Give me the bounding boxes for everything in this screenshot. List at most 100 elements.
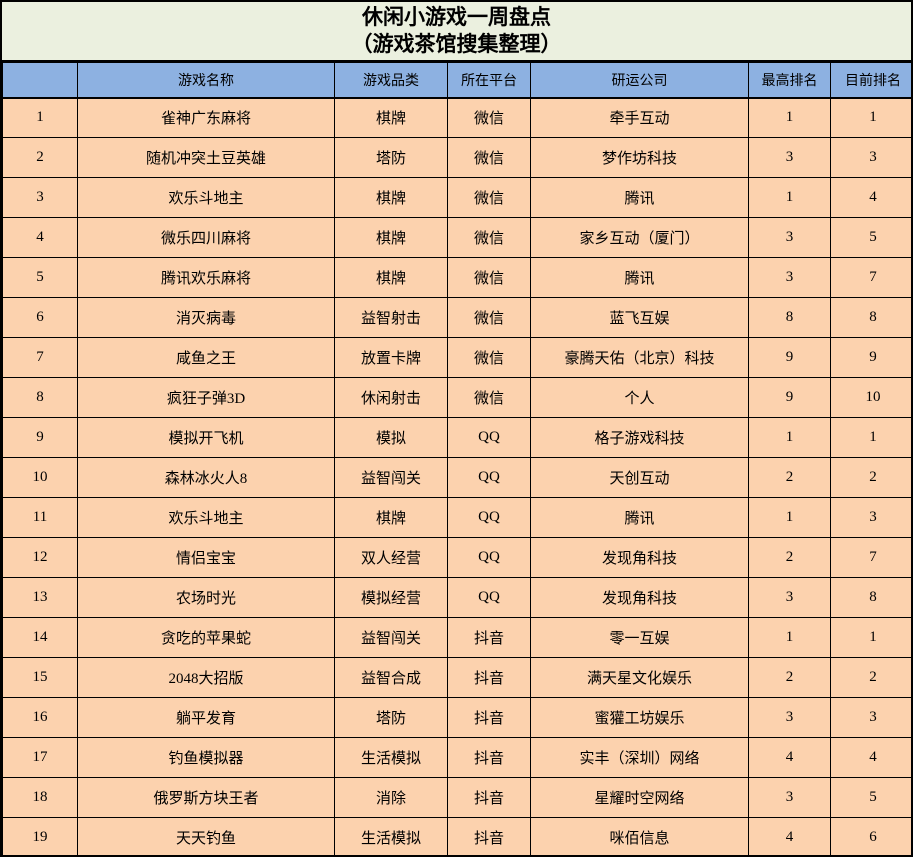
cell-row-number: 3 (2, 177, 78, 218)
cell-game-category: 生活模拟 (334, 817, 448, 855)
cell-best-rank: 2 (748, 457, 831, 498)
cell-game-category: 塔防 (334, 137, 448, 178)
cell-platform: 微信 (447, 97, 531, 138)
table-row: 2 随机冲突土豆英雄 塔防 微信 梦作坊科技 3 3 (2, 137, 911, 178)
cell-game-name: 俄罗斯方块王者 (77, 777, 335, 818)
sheet-title-line1: 休闲小游戏一周盘点 (362, 5, 551, 29)
cell-row-number: 1 (2, 97, 78, 138)
cell-platform: 抖音 (447, 737, 531, 778)
cell-best-rank: 2 (748, 537, 831, 578)
cell-row-number: 18 (2, 777, 78, 818)
cell-company: 梦作坊科技 (530, 137, 749, 178)
cell-platform: QQ (447, 497, 531, 538)
cell-best-rank: 3 (748, 137, 831, 178)
table-row: 5 腾讯欢乐麻将 棋牌 微信 腾讯 3 7 (2, 257, 911, 298)
cell-best-rank: 1 (748, 177, 831, 218)
cell-row-number: 2 (2, 137, 78, 178)
cell-row-number: 13 (2, 577, 78, 618)
cell-row-number: 16 (2, 697, 78, 738)
cell-game-name: 情侣宝宝 (77, 537, 335, 578)
cell-row-number: 14 (2, 617, 78, 658)
cell-row-number: 17 (2, 737, 78, 778)
cell-game-category: 模拟经营 (334, 577, 448, 618)
cell-best-rank: 1 (748, 417, 831, 458)
table-row: 15 2048大招版 益智合成 抖音 满天星文化娱乐 2 2 (2, 657, 911, 698)
table-row: 12 情侣宝宝 双人经营 QQ 发现角科技 2 7 (2, 537, 911, 578)
table-row: 18 俄罗斯方块王者 消除 抖音 星耀时空网络 3 5 (2, 777, 911, 818)
cell-best-rank: 4 (748, 737, 831, 778)
cell-platform: 抖音 (447, 617, 531, 658)
cell-game-category: 棋牌 (334, 97, 448, 138)
cell-game-name: 躺平发育 (77, 697, 335, 738)
cell-row-number: 9 (2, 417, 78, 458)
cell-current-rank: 2 (830, 457, 911, 498)
cell-current-rank: 9 (830, 337, 911, 378)
cell-best-rank: 1 (748, 97, 831, 138)
cell-game-name: 森林冰火人8 (77, 457, 335, 498)
column-header-game-category: 游戏品类 (334, 62, 448, 99)
sheet-title: 休闲小游戏一周盘点 （游戏茶馆搜集整理） (2, 2, 911, 62)
table-row: 13 农场时光 模拟经营 QQ 发现角科技 3 8 (2, 577, 911, 618)
cell-game-category: 棋牌 (334, 177, 448, 218)
cell-best-rank: 9 (748, 377, 831, 418)
cell-platform: 微信 (447, 217, 531, 258)
cell-game-category: 休闲射击 (334, 377, 448, 418)
cell-company: 蓝飞互娱 (530, 297, 749, 338)
cell-company: 满天星文化娱乐 (530, 657, 749, 698)
cell-best-rank: 1 (748, 497, 831, 538)
cell-company: 咪佰信息 (530, 817, 749, 855)
cell-best-rank: 3 (748, 217, 831, 258)
cell-platform: 微信 (447, 377, 531, 418)
cell-current-rank: 4 (830, 737, 911, 778)
table-row: 4 微乐四川麻将 棋牌 微信 家乡互动（厦门） 3 5 (2, 217, 911, 258)
cell-current-rank: 4 (830, 177, 911, 218)
cell-game-category: 棋牌 (334, 217, 448, 258)
cell-platform: 抖音 (447, 697, 531, 738)
header-row: 游戏名称 游戏品类 所在平台 研运公司 最高排名 目前排名 (2, 62, 911, 99)
cell-game-name: 钓鱼模拟器 (77, 737, 335, 778)
cell-current-rank: 5 (830, 217, 911, 258)
cell-game-name: 2048大招版 (77, 657, 335, 698)
cell-platform: 微信 (447, 297, 531, 338)
cell-best-rank: 3 (748, 777, 831, 818)
table-row: 19 天天钓鱼 生活模拟 抖音 咪佰信息 4 6 (2, 817, 911, 855)
table-row: 9 模拟开飞机 模拟 QQ 格子游戏科技 1 1 (2, 417, 911, 458)
cell-company: 腾讯 (530, 497, 749, 538)
cell-row-number: 15 (2, 657, 78, 698)
cell-row-number: 7 (2, 337, 78, 378)
table-row: 6 消灭病毒 益智射击 微信 蓝飞互娱 8 8 (2, 297, 911, 338)
table-row: 14 贪吃的苹果蛇 益智闯关 抖音 零一互娱 1 1 (2, 617, 911, 658)
cell-game-category: 模拟 (334, 417, 448, 458)
cell-company: 格子游戏科技 (530, 417, 749, 458)
cell-game-name: 随机冲突土豆英雄 (77, 137, 335, 178)
table-row: 3 欢乐斗地主 棋牌 微信 腾讯 1 4 (2, 177, 911, 218)
cell-best-rank: 3 (748, 577, 831, 618)
cell-game-name: 农场时光 (77, 577, 335, 618)
cell-current-rank: 10 (830, 377, 911, 418)
cell-best-rank: 3 (748, 697, 831, 738)
column-header-current-rank: 目前排名 (830, 62, 911, 99)
cell-game-category: 塔防 (334, 697, 448, 738)
cell-game-name: 欢乐斗地主 (77, 177, 335, 218)
cell-platform: 抖音 (447, 817, 531, 855)
cell-company: 豪腾天佑（北京）科技 (530, 337, 749, 378)
cell-platform: QQ (447, 537, 531, 578)
cell-platform: 微信 (447, 137, 531, 178)
cell-game-category: 益智闯关 (334, 457, 448, 498)
cell-game-category: 生活模拟 (334, 737, 448, 778)
cell-company: 零一互娱 (530, 617, 749, 658)
cell-current-rank: 1 (830, 97, 911, 138)
column-header-company: 研运公司 (530, 62, 749, 99)
cell-best-rank: 3 (748, 257, 831, 298)
cell-current-rank: 3 (830, 137, 911, 178)
cell-game-name: 欢乐斗地主 (77, 497, 335, 538)
cell-company: 腾讯 (530, 257, 749, 298)
cell-current-rank: 3 (830, 697, 911, 738)
ranking-table: 游戏名称 游戏品类 所在平台 研运公司 最高排名 目前排名 1 雀神广东麻将 棋牌 微信 牵手互动… (2, 62, 911, 855)
cell-company: 天创互动 (530, 457, 749, 498)
column-header-row-number (2, 62, 78, 99)
cell-game-name: 疯狂子弹3D (77, 377, 335, 418)
cell-current-rank: 2 (830, 657, 911, 698)
cell-platform: 抖音 (447, 777, 531, 818)
